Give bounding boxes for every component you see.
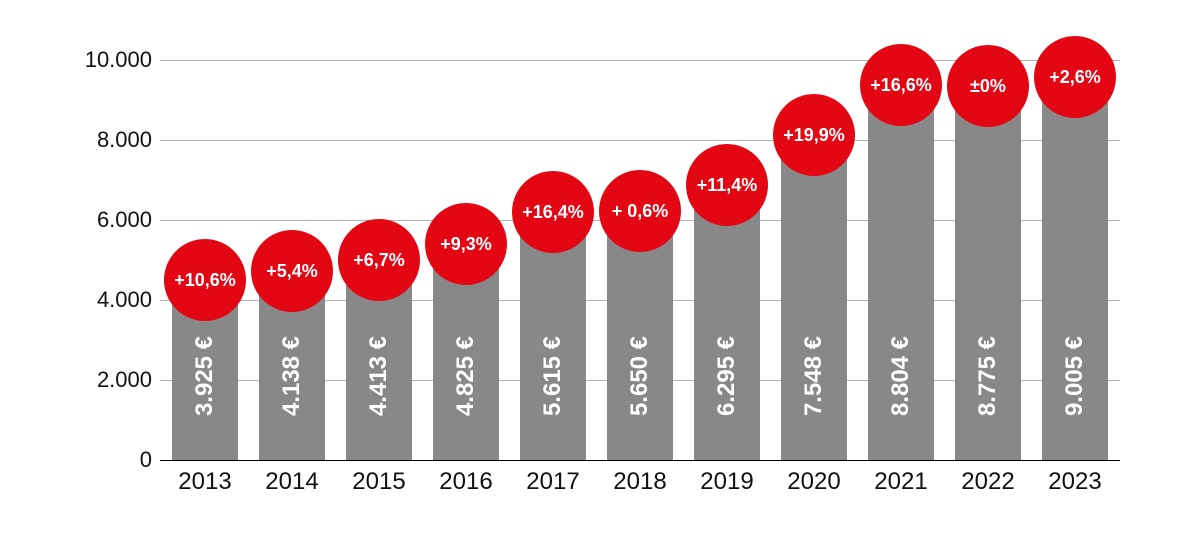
growth-bubble-label: +19,9%: [783, 126, 845, 144]
growth-bubble-label: +2,6%: [1049, 68, 1101, 86]
growth-bubble: +10,6%: [164, 239, 246, 321]
growth-bubble-label: +6,7%: [353, 251, 405, 269]
y-tick-label: 4.000: [62, 287, 152, 313]
bar-value-label: 8.775 €: [955, 306, 1021, 446]
growth-bubble-label: +11,4%: [697, 176, 758, 194]
growth-bubble: +11,4%: [686, 144, 768, 226]
x-tick-label: 2018: [600, 468, 680, 496]
x-tick-label: 2022: [948, 468, 1028, 496]
growth-bubble: ±0%: [947, 45, 1029, 127]
bar-value-label: 9.005 €: [1042, 306, 1108, 446]
x-tick-label: 2014: [252, 468, 332, 496]
y-tick-label: 2.000: [62, 367, 152, 393]
growth-bubble-label: +10,6%: [174, 271, 236, 289]
growth-bubble: + 0,6%: [599, 170, 681, 252]
bar-value-label: 7.548 €: [781, 306, 847, 446]
growth-bubble-label: +16,4%: [522, 203, 584, 221]
bar-value-label: 4.825 €: [433, 306, 499, 446]
y-tick-label: 8.000: [62, 127, 152, 153]
x-tick-label: 2017: [513, 468, 593, 496]
bar-value-label: 5.650 €: [607, 306, 673, 446]
y-tick-label: 10.000: [62, 47, 152, 73]
plot-area: 3.925 € +10,6% 4.138 € +5,4% 4.413 € +6,7% 4.8…: [160, 60, 1120, 461]
growth-bubble-label: + 0,6%: [612, 202, 669, 220]
growth-bubble: +6,7%: [338, 219, 420, 301]
bar-value-label: 8.804 €: [868, 306, 934, 446]
x-tick-label: 2015: [339, 468, 419, 496]
x-tick-label: 2023: [1035, 468, 1115, 496]
growth-bubble: +5,4%: [251, 230, 333, 312]
bar-value-label: 6.295 €: [694, 306, 760, 446]
growth-bubble: +2,6%: [1034, 36, 1116, 118]
bar-chart: 3.925 € +10,6% 4.138 € +5,4% 4.413 € +6,7% 4.8…: [60, 10, 1140, 526]
x-tick-label: 2019: [687, 468, 767, 496]
growth-bubble-label: ±0%: [970, 77, 1006, 95]
x-tick-label: 2021: [861, 468, 941, 496]
growth-bubble: +16,6%: [860, 44, 942, 126]
bar-value-label: 4.138 €: [259, 306, 325, 446]
growth-bubble: +19,9%: [773, 94, 855, 176]
growth-bubble: +9,3%: [425, 203, 507, 285]
x-tick-label: 2013: [165, 468, 245, 496]
growth-bubble-label: +9,3%: [440, 235, 492, 253]
x-tick-label: 2020: [774, 468, 854, 496]
bar-value-label: 5.615 €: [520, 306, 586, 446]
growth-bubble: +16,4%: [512, 171, 594, 253]
growth-bubble-label: +16,6%: [870, 76, 932, 94]
bar-value-label: 3.925 €: [172, 306, 238, 446]
growth-bubble-label: +5,4%: [266, 262, 318, 280]
bar-value-label: 4.413 €: [346, 306, 412, 446]
x-tick-label: 2016: [426, 468, 506, 496]
y-tick-label: 0: [62, 447, 152, 473]
y-tick-label: 6.000: [62, 207, 152, 233]
